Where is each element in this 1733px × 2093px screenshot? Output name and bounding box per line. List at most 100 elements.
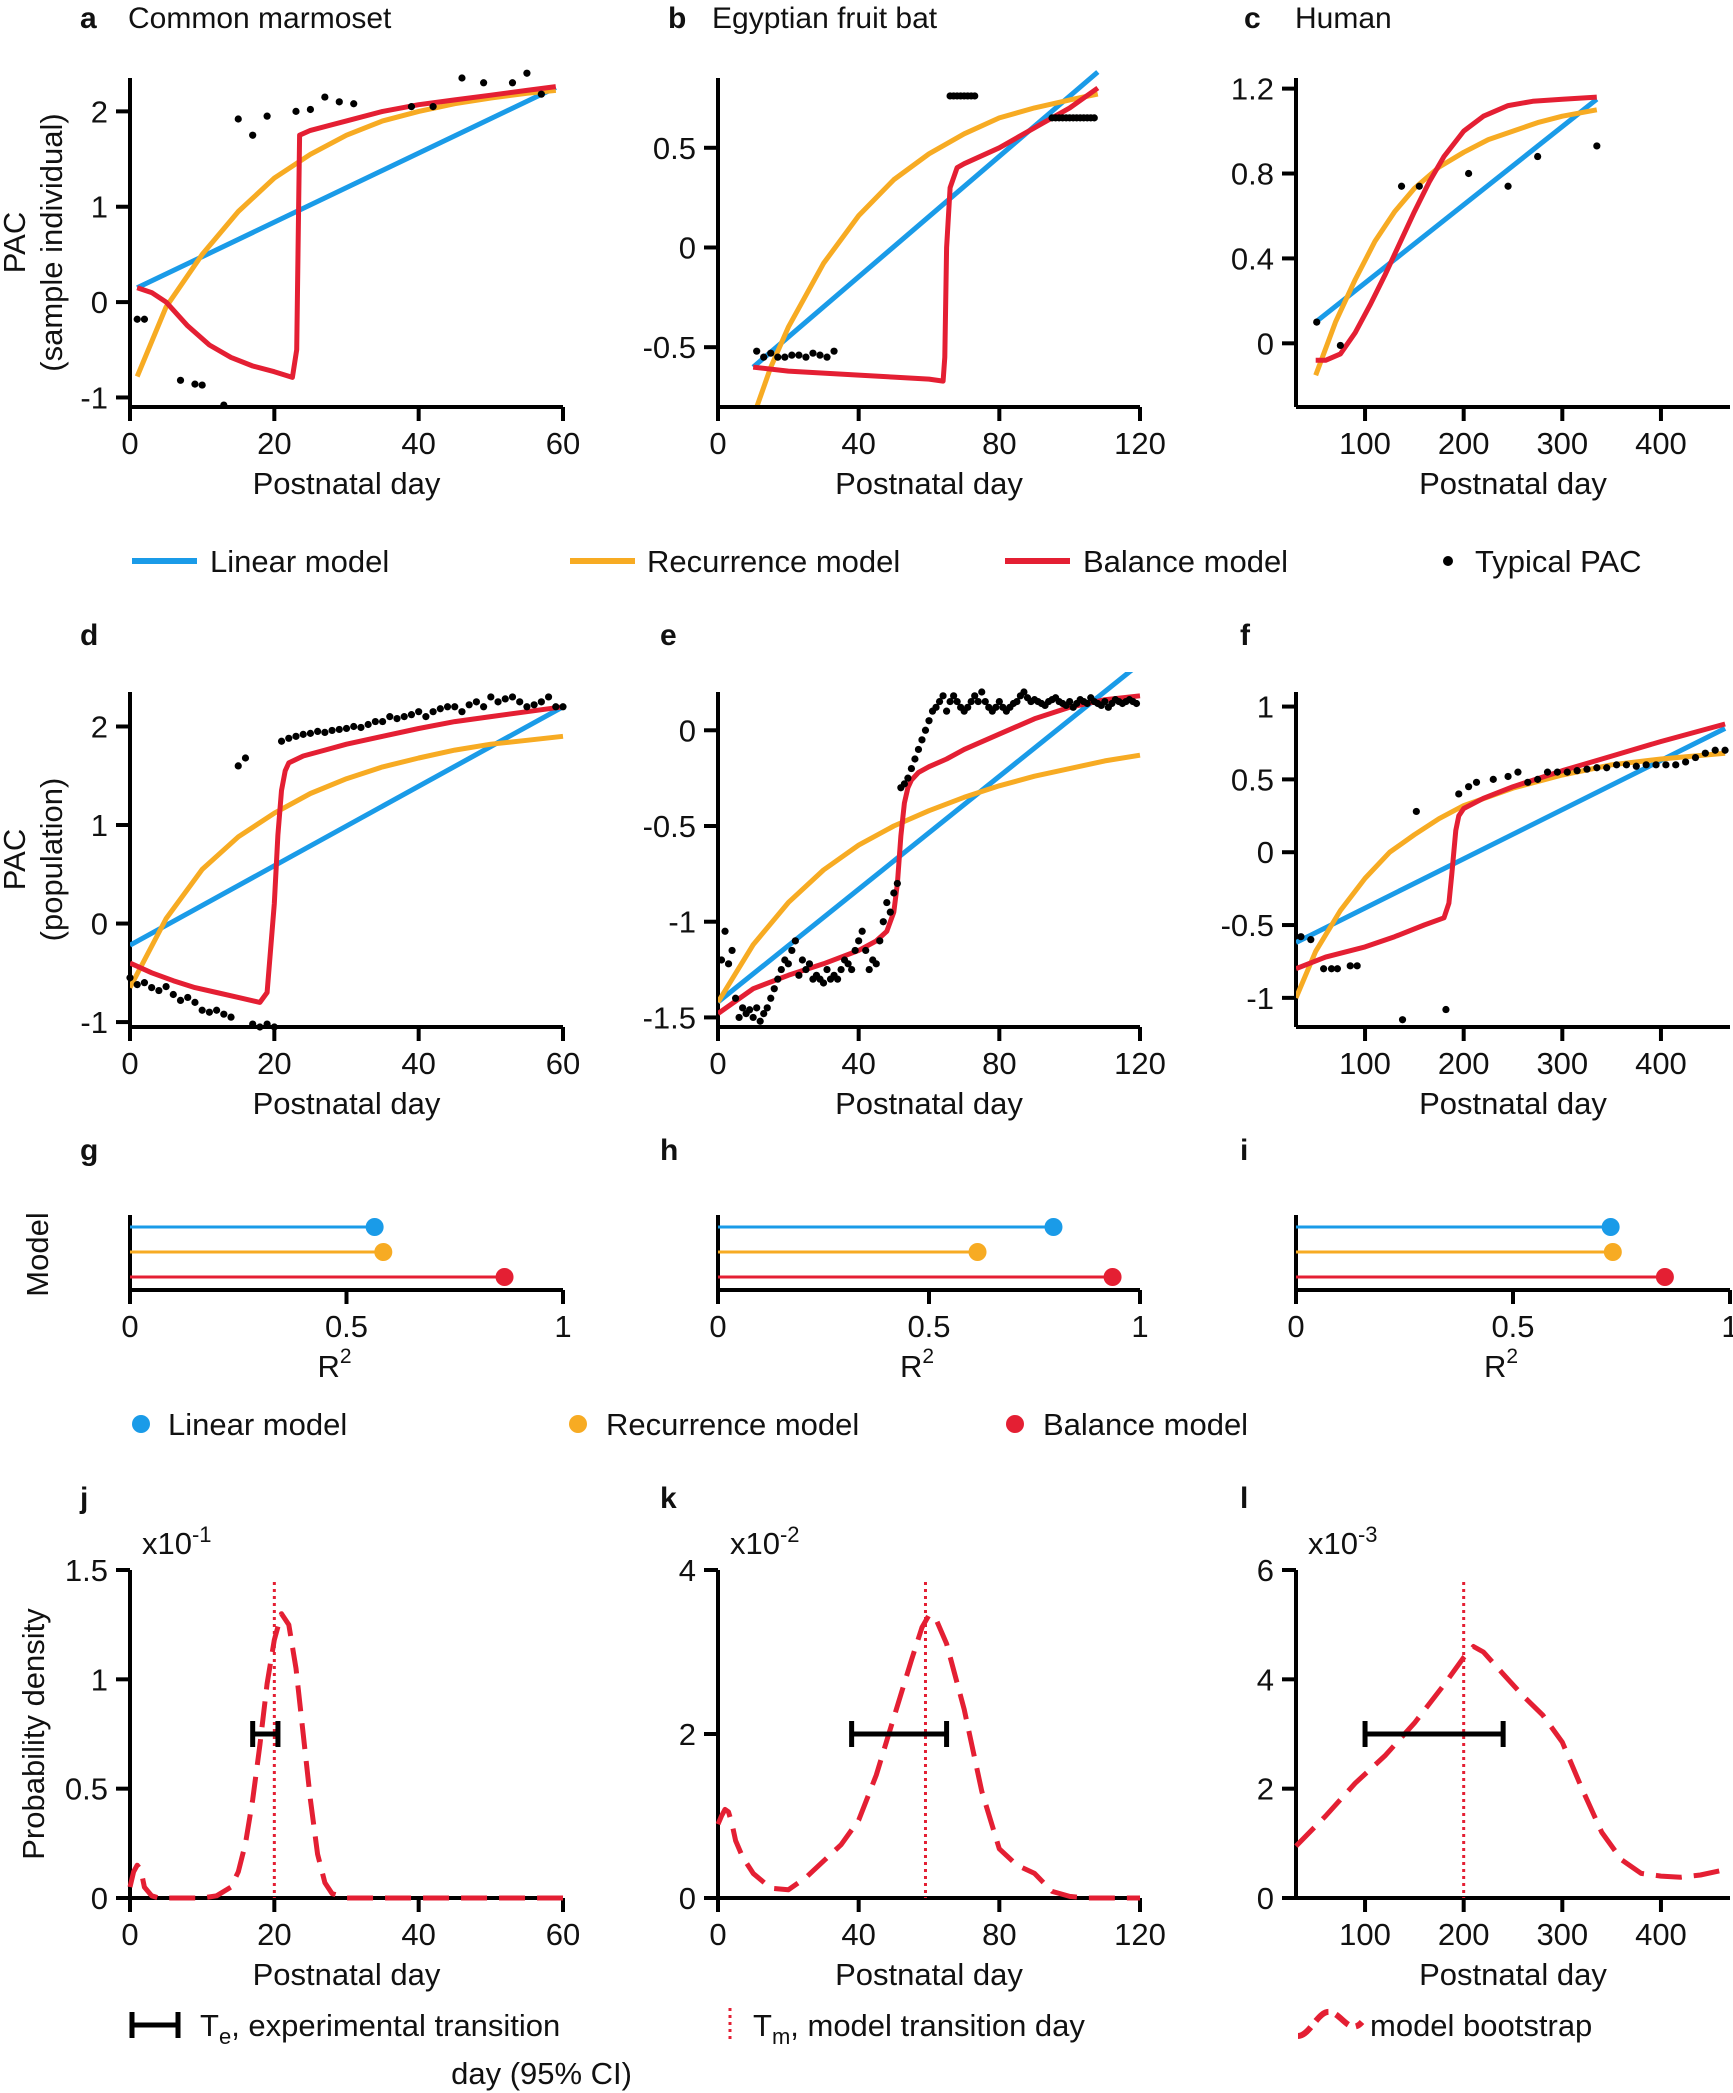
data-point xyxy=(429,708,437,716)
data-point xyxy=(357,723,365,732)
legend2-linear-label: Linear model xyxy=(168,1407,347,1442)
lollipop-dot xyxy=(365,1218,384,1236)
data-point xyxy=(480,79,488,87)
y-tick-label: 0 xyxy=(1257,835,1274,870)
panel-c-title: Human xyxy=(1295,2,1392,35)
panel-e-letter: e xyxy=(660,619,677,652)
data-point xyxy=(770,985,778,993)
legend-typical-label: Typical PAC xyxy=(1475,544,1642,579)
panel-a-title: Common marmoset xyxy=(128,2,392,35)
data-point xyxy=(1662,761,1670,769)
lollipop-dot xyxy=(1655,1268,1674,1286)
data-point xyxy=(1415,182,1423,190)
panel-j-letter: j xyxy=(79,1482,88,1515)
bootstrap-curve xyxy=(1294,1644,1731,1880)
data-point xyxy=(148,983,156,992)
data-point xyxy=(837,965,845,974)
panel-b-letter: b xyxy=(668,2,686,35)
x-tick-label: 0.5 xyxy=(1491,1309,1534,1344)
data-point xyxy=(802,965,810,974)
data-point xyxy=(494,698,502,706)
series-line xyxy=(754,91,1099,405)
y-tick-label: 0 xyxy=(1257,1881,1274,1916)
data-point xyxy=(523,703,531,711)
x-axis-label: R2 xyxy=(1484,1345,1518,1384)
data-point xyxy=(1353,962,1361,970)
data-point xyxy=(1333,965,1342,973)
data-point xyxy=(1682,758,1690,766)
data-point xyxy=(1593,142,1601,150)
data-point xyxy=(1398,1016,1407,1024)
data-point xyxy=(760,353,768,361)
y-tick-label: -0.5 xyxy=(643,809,696,844)
data-point xyxy=(992,703,1000,711)
data-point xyxy=(911,755,919,763)
data-point xyxy=(508,693,517,701)
data-point xyxy=(1524,778,1532,786)
x-tick-label: 80 xyxy=(982,1917,1016,1952)
data-point xyxy=(981,697,989,706)
legend-models: Linear model Recurrence model Balance mo… xyxy=(132,544,1642,579)
legend3-te-label-line2: day (95% CI) xyxy=(451,2056,632,2091)
data-point xyxy=(1013,697,1021,706)
data-point xyxy=(277,737,286,745)
data-point xyxy=(227,1013,235,1021)
data-point xyxy=(443,703,452,711)
data-point xyxy=(978,688,986,696)
data-point xyxy=(176,376,185,384)
x-axis-label: Postnatal day xyxy=(1419,466,1607,501)
data-point xyxy=(191,998,199,1006)
x-tick-label: 0 xyxy=(709,1917,726,1952)
series-line xyxy=(136,85,557,291)
data-point xyxy=(191,380,199,388)
data-point xyxy=(971,92,979,100)
data-point xyxy=(537,90,545,98)
data-point xyxy=(213,1006,221,1014)
data-point xyxy=(335,98,343,106)
panel-f: 100 200 300 400 -1 -0.5 0 0.5 1 Postnatal day xyxy=(1221,690,1730,1121)
data-point xyxy=(205,1008,213,1016)
data-point xyxy=(851,946,859,955)
y-tick-label: 0.5 xyxy=(65,1772,108,1807)
series-line xyxy=(1313,107,1598,377)
data-point xyxy=(1593,764,1601,772)
data-point xyxy=(950,692,958,700)
data-point xyxy=(830,347,838,355)
data-point xyxy=(516,698,524,706)
data-point xyxy=(731,994,740,1002)
data-point xyxy=(1504,182,1512,190)
data-point xyxy=(717,956,726,964)
panel-i: 0 0.5 1 R2 xyxy=(1287,1215,1733,1384)
data-point xyxy=(378,717,387,726)
series-line xyxy=(1296,721,1726,972)
lollipop-dot xyxy=(1601,1218,1620,1236)
y-axis-label: PAC xyxy=(0,829,32,890)
data-point xyxy=(249,131,257,139)
y-tick-label: 0 xyxy=(679,230,696,265)
data-point xyxy=(893,879,901,888)
data-point xyxy=(1101,697,1109,706)
data-point xyxy=(407,103,416,111)
data-point xyxy=(458,74,466,82)
panel-j: 0 20 40 60 0 0.5 1 1.5 Postnatal day Probability … xyxy=(16,1522,580,1992)
y-tick-label: 4 xyxy=(679,1553,696,1588)
y-tick-label: 1 xyxy=(91,190,108,225)
y-multiplier-exp: -2 xyxy=(780,1522,800,1547)
data-point xyxy=(429,103,437,111)
x-tick-label: 400 xyxy=(1635,1046,1687,1081)
series-line xyxy=(718,672,1134,1005)
data-point xyxy=(292,107,300,115)
bootstrap-curve xyxy=(715,1612,1140,1901)
y-tick-label: 0.8 xyxy=(1231,157,1274,192)
data-point xyxy=(823,353,831,361)
legend3-boot-label: model bootstrap xyxy=(1370,2008,1592,2043)
x-tick-label: 0 xyxy=(709,1309,726,1344)
data-point xyxy=(788,351,796,359)
data-point xyxy=(819,979,828,987)
x-axis-label: Postnatal day xyxy=(1419,1086,1607,1121)
data-point xyxy=(914,745,923,754)
x-tick-label: 80 xyxy=(982,1046,1016,1081)
data-point xyxy=(480,703,488,711)
data-point xyxy=(784,960,792,968)
